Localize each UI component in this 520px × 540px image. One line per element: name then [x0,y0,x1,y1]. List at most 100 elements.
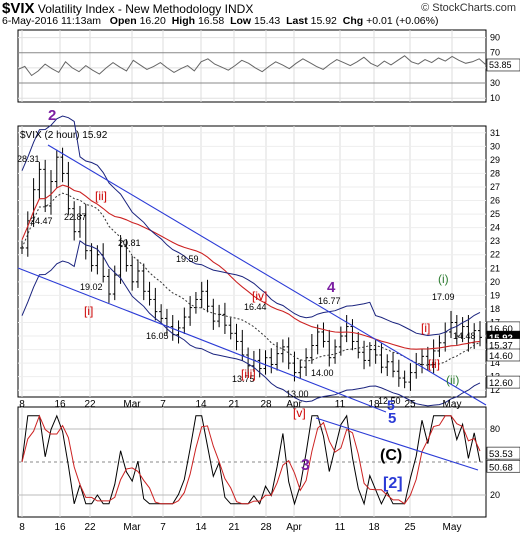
wave-label: [i] [421,321,430,335]
x-tick-label: 16 [54,522,66,533]
price-value-label: 19.02 [80,282,103,292]
osc-wave-label: 5 [388,410,396,427]
price-badge-box [486,348,520,362]
price-tick-label: 28 [490,168,500,178]
x-tick-label: 14 [195,522,207,533]
price-tick-label: 20 [490,277,500,287]
price-value-label: 19.59 [176,254,199,264]
open-value: 16.20 [139,15,166,27]
osc-trendline [315,417,479,471]
osc-wave-label: 3 [301,457,310,474]
wave-label: [ii] [428,357,440,371]
price-value-label: 16.44 [244,302,267,312]
rsi-tick-label: 90 [490,33,500,43]
x-tick-label-top: 28 [260,399,272,410]
price-badge: 12.60 [489,378,513,389]
x-tick-label-top: 18 [368,399,380,410]
price-badge: 16.60 [489,324,513,335]
price-badge: 15.37 [489,341,513,352]
symbol: $VIX [2,0,35,17]
gridlines [18,30,486,517]
price-value-label: 22.87 [64,212,87,222]
price-value-label: 13.00 [286,389,309,399]
price-value-label: 12.50 [378,396,401,406]
x-tick-label: Apr [286,522,302,533]
price-value-label: 17.09 [432,292,455,302]
price-tick-label: 23 [490,236,500,246]
osc-slow-line [21,414,481,505]
index-name: Volatility Index - New Methodology [37,2,222,16]
osc-wave-label: (C) [380,447,402,464]
exchange: INDX [224,2,254,16]
price-value-label: 13.75 [232,374,255,384]
rsi-tick-label: 30 [490,78,500,88]
chg-value: +0.01 (+0.06%) [366,15,439,27]
x-tick-label-top: 8 [19,399,25,410]
price-value-label: 24.47 [30,216,53,226]
price-tick-label: 26 [490,196,500,206]
x-tick-label: May [443,522,462,533]
wave-label: [ii] [95,189,107,203]
rsi-tick-label: 70 [490,48,500,58]
chg-label: Chg [342,15,364,27]
x-tick-label: 8 [19,522,25,533]
price-tick-label: 25 [490,209,500,219]
low-value: 15.43 [253,15,281,27]
price-value-label: 20.81 [118,238,141,248]
chart-title: $VIX Volatility Index - New Methodology … [2,0,253,17]
osc-badge-box [486,459,520,473]
price-tick-label: 12 [490,385,500,395]
price-value-label: 28.31 [17,154,40,164]
last-label: Last [286,15,308,27]
rsi-badge-box [486,58,520,72]
wave-label: (i) [438,272,449,286]
price-value-label: 14.48 [453,331,476,341]
rsi-badge: 53.85 [489,60,512,70]
price-legend: $VIX (2 hour) 15.92 [20,130,108,141]
quote-date: 6-May-2016 11:13am [2,15,102,27]
price-tick-label: 14 [490,358,500,368]
x-tick-label-top: Mar [123,399,141,410]
price-badge-box [486,375,520,389]
price-value-label: 14.00 [311,368,334,378]
x-tick-label: Mar [123,522,141,533]
wave-label: (ii) [446,373,459,387]
price-badge: 14.60 [489,351,513,362]
wave-label: [iv] [252,289,267,303]
watermark: © StockCharts.com [421,2,516,14]
high-label: High [171,15,196,27]
price-tick-label: 24 [490,223,500,233]
x-tick-label-top: 16 [54,399,66,410]
price-series [20,115,482,407]
osc-badge-box [486,446,520,460]
price-tick-label: 19 [490,290,500,300]
x-tick-label-top: Apr [286,399,302,410]
x-tick-label-top: 22 [84,399,96,410]
x-tick-label: 11 [335,522,346,533]
osc-wave-label: [v] [293,406,306,420]
x-tick-label: 18 [368,522,380,533]
high-value: 16.58 [197,15,225,27]
price-tick-label: 21 [490,263,500,273]
x-tick-label-top: 11 [335,399,346,410]
rsi-panel-frame [17,29,487,103]
rsi-line [17,55,487,77]
wave-label: 2 [48,107,56,124]
rsi-tick-label: 10 [490,93,500,103]
price-value-label: 16.77 [318,296,341,306]
chart-header: $VIX Volatility Index - New Methodology … [0,0,520,28]
x-tick-label: 21 [228,522,240,533]
price-tick-label: 27 [490,182,500,192]
quote-line: 6-May-2016 11:13am Open 16.20 High 16.58… [2,15,438,27]
trendline-upper [47,144,487,406]
moving-average-short [21,192,481,366]
rsi-series [17,55,487,77]
oscillator-series [21,414,481,506]
x-tick-label: 22 [84,522,96,533]
last-value: 15.92 [310,15,337,27]
osc-tick-label: 20 [490,490,500,500]
price-tick-label: 18 [490,304,500,314]
chart-labels: 8 8 16 16 22 22 Mar Mar 7 7 14 14 21 21 28 28 Apr Apr 11 11… [17,33,520,533]
price-tick-label: 30 [490,141,500,151]
wave-label: 4 [327,279,336,296]
